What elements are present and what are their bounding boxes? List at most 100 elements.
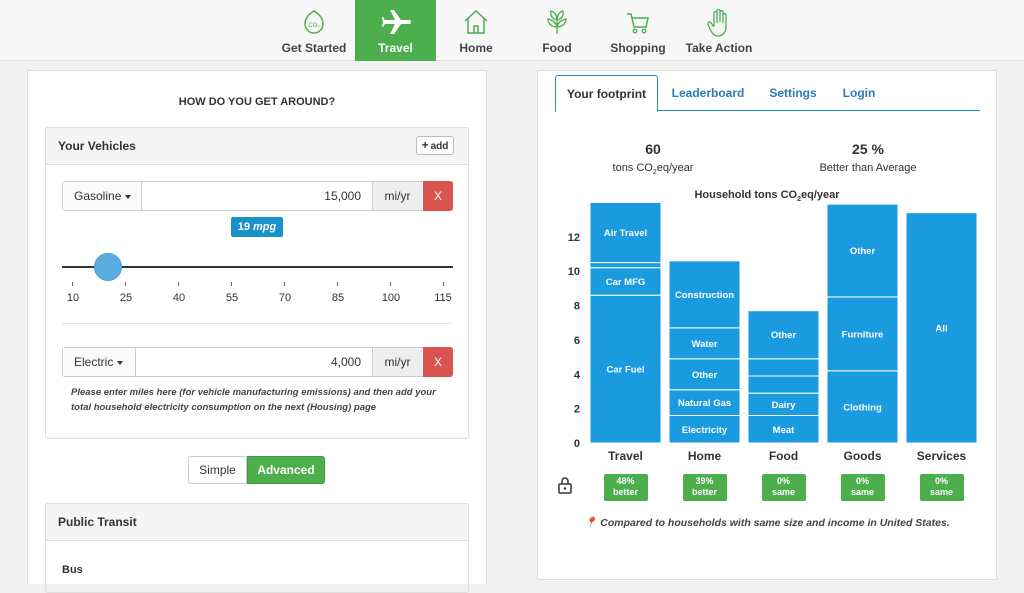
lock-icon[interactable] (557, 476, 573, 499)
segment-label: Clothing (843, 402, 882, 413)
segment-label: Natural Gas (678, 398, 731, 409)
segment-label: Other (692, 370, 718, 381)
total-footprint-label: tons CO2eq/year (612, 162, 694, 177)
nav-travel[interactable]: Travel (355, 0, 436, 61)
x-tick-label: Travel (608, 449, 643, 463)
divider (62, 323, 452, 324)
electric-miles-input[interactable]: 4,000 (330, 355, 361, 369)
badge-text: better (691, 487, 717, 497)
remove-vehicle-button[interactable]: X (423, 347, 453, 377)
mpg-slider-track[interactable] (62, 266, 453, 268)
segment-label: Other (771, 330, 797, 341)
comparison-badge: 0% same (919, 474, 964, 501)
slider-tick-label: 100 (381, 292, 401, 304)
nav-food[interactable]: Food (517, 0, 597, 61)
nav-take-action[interactable]: Take Action (679, 0, 759, 61)
caret-down-icon (117, 360, 124, 365)
badge-text: same (929, 487, 954, 497)
y-tick-label: 12 (568, 232, 580, 244)
leaf-icon (547, 10, 567, 34)
electric-note: Please enter miles here (for vehicle man… (71, 387, 436, 413)
chart-title: Household tons CO2eq/year (694, 189, 840, 204)
nav-label: Take Action (685, 41, 753, 55)
y-tick-label: 4 (574, 369, 581, 381)
house-icon (464, 9, 488, 34)
travel-input-panel: HOW DO YOU GET AROUND? Your Vehicles + ad… (27, 70, 487, 593)
badge-text: better (612, 487, 638, 497)
segment-label: Construction (675, 290, 734, 301)
segment-label: Furniture (842, 329, 884, 340)
nav-label: Travel (378, 41, 413, 55)
segment-label: Other (850, 246, 876, 257)
segment-label: Meat (773, 425, 795, 436)
advanced-mode-button[interactable]: Advanced (247, 456, 325, 484)
fuel-type-label: Electric (74, 355, 114, 369)
bar-segment (589, 201, 662, 264)
badge-percent: 0% (934, 476, 948, 486)
remove-vehicle-button[interactable]: X (423, 181, 453, 211)
y-tick-label: 2 (574, 404, 580, 416)
map-pin-icon: 📍 (584, 517, 598, 529)
bar-segment (589, 262, 662, 269)
nav-shopping[interactable]: Shopping (598, 0, 678, 61)
fuel-type-dropdown[interactable]: Gasoline (63, 182, 142, 210)
slider-tick (443, 282, 444, 286)
comparison-badge: 39% better (682, 474, 727, 501)
bar-segment (826, 296, 899, 372)
slider-tick (390, 282, 391, 286)
fuel-type-dropdown[interactable]: Electric (63, 348, 136, 376)
public-transit-card: Public Transit Bus (45, 503, 469, 593)
comparison-label: Better than Average (819, 162, 917, 174)
co2-glyph: CO₂ (308, 23, 320, 29)
slider-tick (125, 282, 126, 286)
bar-segment (826, 370, 899, 444)
transit-header: Public Transit (46, 504, 468, 541)
badge-percent: 0% (855, 476, 869, 486)
top-nav: CO₂ Get Started Travel Home Food Shoppin… (0, 0, 1024, 61)
caret-down-icon (125, 194, 132, 199)
x-tick-label: Services (917, 449, 967, 463)
badge-text: same (771, 487, 796, 497)
cart-icon (627, 13, 649, 34)
gasoline-miles-input[interactable]: 15,000 (324, 189, 361, 203)
nav-label: Home (459, 41, 493, 55)
simple-mode-button[interactable]: Simple (188, 456, 247, 484)
tab-login[interactable]: Login (842, 86, 876, 100)
bar-segment (747, 358, 820, 377)
add-label: add (430, 141, 449, 152)
bar-segment (747, 310, 820, 360)
bar-segment (589, 294, 662, 444)
mpg-slider-handle[interactable] (94, 253, 122, 281)
total-footprint-value: 60 (645, 141, 661, 157)
slider-tick-label: 85 (331, 292, 345, 304)
tab-leaderboard[interactable]: Leaderboard (671, 86, 745, 100)
plus-icon: + (421, 138, 429, 152)
badge-text: same (850, 487, 875, 497)
slider-tick-label: 10 (66, 292, 80, 304)
comparison-value: 25 % (852, 141, 884, 157)
segment-label: Car MFG (606, 277, 646, 288)
bar-segment (826, 203, 899, 298)
nav-get-started[interactable]: CO₂ Get Started (274, 0, 354, 61)
bar-segment (668, 260, 741, 329)
y-tick-label: 10 (568, 266, 580, 278)
bar-segment (747, 415, 820, 444)
slider-tick (231, 282, 232, 286)
electric-vehicle-row: Electric 4,000 mi/yr X (62, 347, 453, 377)
nav-home[interactable]: Home (436, 0, 516, 61)
tab-settings[interactable]: Settings (769, 86, 817, 100)
results-tabs: Your footprint Leaderboard Settings Logi… (555, 75, 980, 112)
x-tick-label: Food (769, 449, 798, 463)
badge-percent: 39% (695, 476, 714, 486)
bar-segment (905, 212, 978, 444)
tab-your-footprint[interactable]: Your footprint (555, 75, 658, 112)
comparison-badge: 0% same (761, 474, 806, 501)
segment-label: Air Travel (604, 228, 647, 239)
add-vehicle-button[interactable]: + add (416, 136, 454, 155)
segment-label: Electricity (682, 425, 728, 436)
vehicles-header: Your Vehicles + add (46, 128, 468, 165)
badge-percent: 0% (776, 476, 790, 486)
nav-label: Food (542, 41, 572, 55)
nav-label: Shopping (610, 41, 666, 55)
slider-tick-label: 25 (119, 292, 133, 304)
